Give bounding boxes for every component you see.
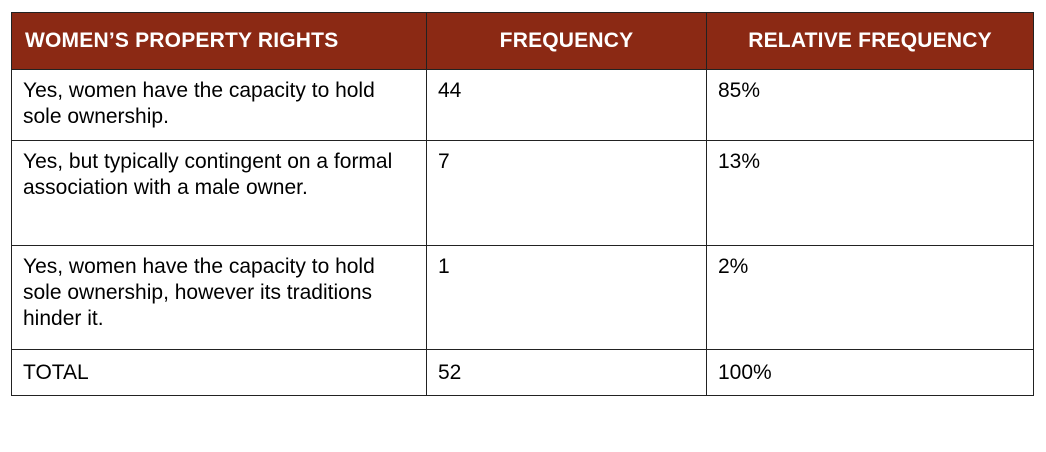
table-row: Yes, women have the capacity to hold sol…: [11, 245, 1034, 350]
frequency-table-container: WOMEN’S PROPERTY RIGHTS FREQUENCY RELATI…: [11, 12, 1034, 396]
row-relative-frequency: 85%: [706, 69, 1034, 141]
row-frequency: 44: [426, 69, 707, 141]
column-header-relative-frequency: RELATIVE FREQUENCY: [706, 12, 1034, 70]
row-frequency: 7: [426, 140, 707, 246]
row-relative-frequency: 13%: [706, 140, 1034, 246]
total-frequency: 52: [426, 349, 707, 396]
column-header-frequency: FREQUENCY: [426, 12, 707, 70]
row-label: Yes, women have the capacity to hold sol…: [11, 69, 427, 141]
table-row: Yes, women have the capacity to hold sol…: [11, 69, 1034, 141]
table-row: Yes, but typically contingent on a forma…: [11, 140, 1034, 246]
header-row: WOMEN’S PROPERTY RIGHTS FREQUENCY RELATI…: [11, 12, 1034, 70]
row-label: Yes, but typically contingent on a forma…: [11, 140, 427, 246]
property-rights-table: WOMEN’S PROPERTY RIGHTS FREQUENCY RELATI…: [11, 12, 1034, 396]
row-relative-frequency: 2%: [706, 245, 1034, 350]
total-relative-frequency: 100%: [706, 349, 1034, 396]
total-row: TOTAL 52 100%: [11, 349, 1034, 396]
column-header-property-rights: WOMEN’S PROPERTY RIGHTS: [11, 12, 427, 70]
row-frequency: 1: [426, 245, 707, 350]
row-label: Yes, women have the capacity to hold sol…: [11, 245, 427, 350]
total-label: TOTAL: [11, 349, 427, 396]
